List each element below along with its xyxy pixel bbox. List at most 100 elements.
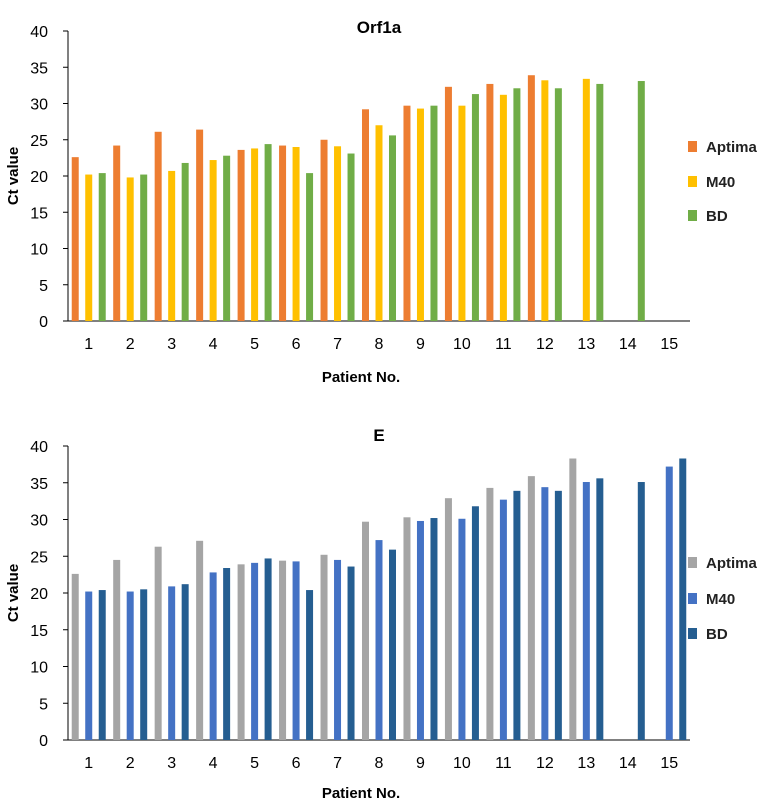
y-tick-label: 25 bbox=[30, 133, 48, 150]
y-tick-label: 20 bbox=[30, 586, 48, 603]
bar-bd-patient-14 bbox=[637, 482, 645, 740]
x-tick-label: 13 bbox=[577, 336, 595, 353]
bar-m40-patient-4 bbox=[209, 160, 217, 321]
bar-aptima-patient-12 bbox=[527, 476, 535, 740]
x-tick-label: 1 bbox=[84, 755, 93, 772]
bar-aptima-patient-4 bbox=[196, 129, 204, 321]
y-tick-label: 5 bbox=[39, 278, 48, 295]
y-tick-label: 15 bbox=[30, 623, 48, 640]
bar-m40-patient-13 bbox=[582, 78, 590, 321]
x-tick-label: 2 bbox=[126, 755, 135, 772]
x-tick-label: 5 bbox=[250, 755, 259, 772]
y-tick-label: 15 bbox=[30, 205, 48, 222]
x-tick-label: 7 bbox=[333, 755, 342, 772]
y-tick-label: 10 bbox=[30, 242, 48, 259]
legend-swatch-aptima bbox=[688, 557, 697, 568]
legend-swatch-aptima bbox=[688, 141, 697, 152]
y-tick-label: 30 bbox=[30, 513, 48, 530]
bar-bd-patient-11 bbox=[513, 490, 521, 740]
x-tick-label: 8 bbox=[375, 336, 384, 353]
legend-swatch-bd bbox=[688, 628, 697, 639]
bar-aptima-patient-1 bbox=[71, 573, 79, 740]
bar-aptima-patient-8 bbox=[362, 109, 369, 321]
bar-aptima-patient-11 bbox=[486, 83, 494, 321]
bar-aptima-patient-12 bbox=[527, 75, 535, 321]
x-tick-label: 9 bbox=[416, 336, 425, 353]
x-tick-label: 12 bbox=[536, 336, 554, 353]
y-tick-label: 0 bbox=[39, 314, 48, 331]
legend-label-m40: M40 bbox=[706, 591, 735, 608]
bar-bd-patient-7 bbox=[347, 566, 355, 740]
bar-aptima-patient-10 bbox=[444, 498, 452, 740]
bar-m40-patient-12 bbox=[541, 487, 549, 740]
bar-aptima-patient-3 bbox=[154, 546, 162, 740]
bar-m40-patient-2 bbox=[126, 177, 134, 321]
bar-aptima-patient-13 bbox=[569, 458, 577, 740]
bar-bd-patient-1 bbox=[98, 173, 106, 321]
bar-aptima-patient-10 bbox=[444, 86, 452, 321]
bar-bd-patient-15 bbox=[679, 458, 687, 740]
bar-bd-patient-7 bbox=[347, 153, 355, 321]
x-tick-label: 8 bbox=[375, 755, 384, 772]
legend-label-aptima: Aptima bbox=[706, 139, 757, 156]
x-tick-label: 7 bbox=[333, 336, 342, 353]
bar-m40-patient-7 bbox=[334, 146, 342, 321]
bar-bd-patient-9 bbox=[430, 105, 438, 321]
bar-aptima-patient-2 bbox=[113, 559, 121, 740]
bar-m40-patient-2 bbox=[126, 591, 134, 740]
y-tick-label: 35 bbox=[30, 476, 48, 493]
bar-bd-patient-10 bbox=[471, 94, 479, 321]
bar-aptima-patient-8 bbox=[362, 521, 369, 740]
bar-bd-patient-3 bbox=[181, 162, 189, 321]
bar-aptima-patient-6 bbox=[279, 145, 287, 321]
y-tick-label: 25 bbox=[30, 549, 48, 566]
bar-bd-patient-1 bbox=[98, 590, 106, 740]
y-tick-label: 5 bbox=[39, 696, 48, 713]
bar-aptima-patient-3 bbox=[154, 131, 162, 321]
bar-m40-patient-6 bbox=[292, 147, 300, 321]
x-tick-label: 6 bbox=[292, 336, 301, 353]
bar-aptima-patient-9 bbox=[403, 517, 411, 740]
bar-bd-patient-9 bbox=[430, 518, 438, 740]
x-tick-label: 11 bbox=[495, 755, 512, 772]
bar-aptima-patient-2 bbox=[113, 145, 121, 321]
bar-bd-patient-3 bbox=[181, 584, 189, 740]
y-axis-label: Ct value bbox=[5, 147, 22, 205]
bar-m40-patient-5 bbox=[251, 148, 259, 321]
bar-m40-patient-8 bbox=[375, 125, 383, 321]
bar-bd-patient-6 bbox=[306, 590, 314, 740]
x-axis-label: Patient No. bbox=[322, 785, 400, 801]
x-tick-label: 10 bbox=[453, 755, 471, 772]
bar-bd-patient-8 bbox=[389, 549, 396, 740]
bar-m40-patient-1 bbox=[85, 591, 93, 740]
x-tick-label: 10 bbox=[453, 336, 471, 353]
bar-bd-patient-14 bbox=[637, 81, 645, 322]
bar-m40-patient-3 bbox=[168, 170, 176, 321]
x-tick-label: 3 bbox=[167, 336, 176, 353]
bar-m40-patient-15 bbox=[665, 466, 673, 740]
bar-aptima-patient-1 bbox=[71, 157, 79, 321]
x-tick-label: 14 bbox=[619, 755, 637, 772]
bar-aptima-patient-5 bbox=[237, 564, 245, 740]
x-tick-label: 15 bbox=[660, 336, 678, 353]
bar-bd-patient-2 bbox=[140, 589, 148, 740]
legend-label-bd: BD bbox=[706, 208, 728, 225]
bar-m40-patient-1 bbox=[85, 174, 93, 321]
bar-bd-patient-13 bbox=[596, 478, 604, 740]
bar-bd-patient-6 bbox=[306, 173, 314, 321]
bar-aptima-patient-7 bbox=[320, 139, 328, 321]
bar-bd-patient-12 bbox=[554, 490, 562, 740]
bar-aptima-patient-4 bbox=[196, 540, 204, 740]
bar-m40-patient-6 bbox=[292, 561, 300, 740]
bar-m40-patient-11 bbox=[499, 499, 507, 740]
bar-m40-patient-3 bbox=[168, 586, 176, 740]
bar-bd-patient-5 bbox=[264, 558, 272, 740]
bar-bd-patient-11 bbox=[513, 88, 521, 322]
bar-bd-patient-5 bbox=[264, 144, 272, 321]
legend-swatch-bd bbox=[688, 210, 697, 221]
bar-m40-patient-4 bbox=[209, 572, 217, 740]
bar-bd-patient-10 bbox=[471, 506, 479, 740]
